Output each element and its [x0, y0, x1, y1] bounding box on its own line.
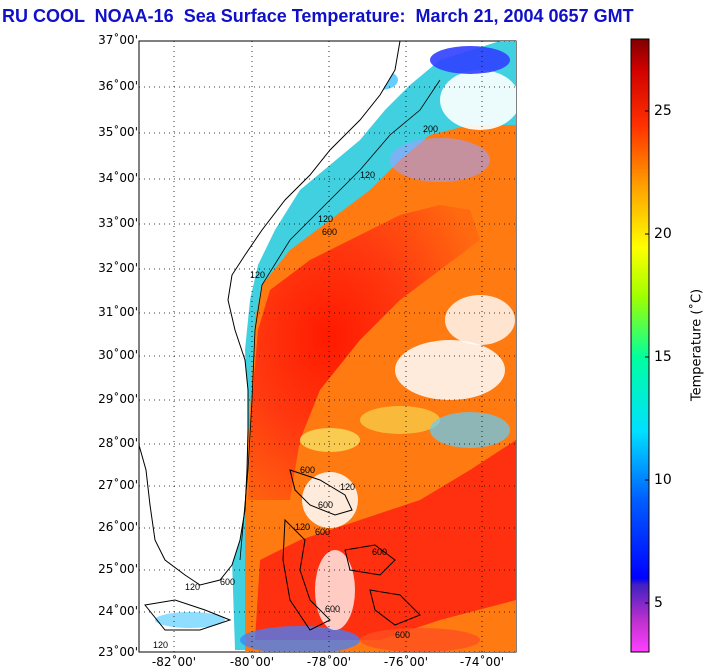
lon-label: -76˚00'	[383, 655, 429, 669]
lat-label: 33˚00'	[98, 216, 138, 230]
lat-label: 25˚00'	[98, 562, 138, 576]
isobath-label: 600	[315, 527, 330, 537]
lat-label: 27˚00'	[98, 478, 138, 492]
lat-label: 29˚00'	[98, 392, 138, 406]
lon-label: -78˚00'	[306, 655, 352, 669]
colorbar-tick-label: 20	[654, 226, 672, 242]
lon-label: -74˚00'	[459, 655, 505, 669]
lat-label: 36˚00'	[98, 79, 138, 93]
lat-label: 24˚00'	[98, 604, 138, 618]
colorbar-title: Temperature (˚C)	[689, 288, 705, 402]
isobath-label: 600	[318, 500, 333, 510]
lat-label: 28˚00'	[98, 436, 138, 450]
lat-label: 31˚00'	[98, 305, 138, 319]
lon-label: -82˚00'	[151, 655, 197, 669]
lat-label: 26˚00'	[98, 520, 138, 534]
colorbar-tick-label: 10	[654, 472, 672, 488]
isobath-label: 600	[300, 465, 315, 475]
lat-label: 35˚00'	[98, 125, 138, 139]
isobath-label: 600	[372, 547, 387, 557]
isobath-label: 120	[340, 482, 355, 492]
lat-label: 23˚00'	[98, 645, 138, 659]
isobath-label: 600	[220, 577, 235, 587]
isobath-label: 600	[395, 630, 410, 640]
colorbar	[630, 38, 650, 653]
colorbar-tick-label: 5	[654, 595, 663, 611]
sst-imagery	[155, 41, 516, 652]
isobath-labels: 200 120 120 600 120 600 600 120 600 120 …	[153, 124, 438, 650]
isobath-label: 200	[423, 124, 438, 134]
isobath-label: 120	[250, 270, 265, 280]
warm-core	[248, 205, 480, 500]
colorbar-ticks	[645, 110, 649, 604]
isobath-label: 600	[322, 227, 337, 237]
colorbar-tick-label: 15	[654, 349, 672, 365]
isobath-label: 120	[295, 522, 310, 532]
isobath-label: 120	[318, 214, 333, 224]
lat-label: 32˚00'	[98, 261, 138, 275]
grid-lines	[139, 40, 516, 653]
isobath-label: 120	[153, 640, 168, 650]
isobath-label: 120	[185, 582, 200, 592]
lon-label: -80˚00'	[229, 655, 275, 669]
colorbar-tick-label: 25	[654, 103, 672, 119]
land	[139, 41, 441, 631]
lat-label: 30˚00'	[98, 348, 138, 362]
isobath-label: 120	[360, 170, 375, 180]
map-title: RU COOL NOAA-16 Sea Surface Temperature:…	[2, 6, 634, 26]
lat-label: 34˚00'	[98, 171, 138, 185]
isobath-label: 600	[325, 604, 340, 614]
lat-label: 37˚00'	[98, 33, 138, 47]
